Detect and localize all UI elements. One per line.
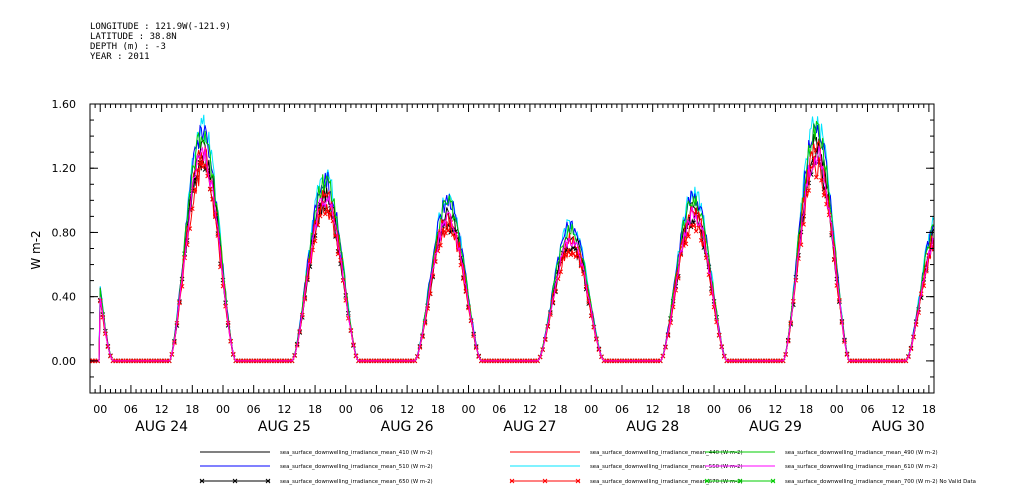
legend-marker — [509, 478, 515, 484]
x-tick-label: 00 — [462, 403, 476, 416]
x-tick-label: 00 — [830, 403, 844, 416]
legend-label: sea_surface_downwelling_irradiance_mean_… — [785, 464, 938, 470]
series-marker — [207, 186, 213, 192]
metadata-header: LONGITUDE : 121.9W(-121.9) LATITUDE : 38… — [90, 22, 231, 62]
x-tick-label: 18 — [185, 403, 199, 416]
y-tick-label: 0.80 — [52, 226, 77, 239]
legend-label: sea_surface_downwelling_irradiance_mean_… — [785, 479, 976, 485]
series-marker — [197, 160, 203, 166]
year-label: YEAR : 2011 — [90, 52, 150, 62]
x-tick-label: 00 — [93, 403, 107, 416]
series-line — [90, 114, 934, 362]
y-tick-label: 0.00 — [52, 355, 77, 368]
legend-marker — [575, 478, 581, 484]
x-tick-label: 06 — [738, 403, 752, 416]
legend: sea_surface_downwelling_irradiance_mean_… — [199, 450, 976, 485]
legend-marker — [199, 478, 205, 484]
legend-label: sea_surface_downwelling_irradiance_mean_… — [280, 464, 433, 470]
x-tick-label: 00 — [216, 403, 230, 416]
series-marker — [317, 213, 323, 219]
legend-marker — [737, 478, 743, 484]
series-line — [90, 139, 934, 362]
x-day-label: AUG 29 — [749, 419, 802, 435]
series-marker — [565, 247, 571, 253]
y-tick-label: 1.20 — [52, 162, 77, 175]
x-tick-label: 00 — [584, 403, 598, 416]
plot-border — [89, 103, 935, 394]
series-marker — [568, 252, 574, 258]
plot-frame — [89, 103, 935, 394]
legend-marker — [770, 478, 776, 484]
series-marker — [806, 188, 812, 193]
x-day-label: AUG 28 — [626, 419, 679, 435]
series-marker — [438, 242, 443, 248]
series-marker — [826, 212, 832, 218]
depth-label: DEPTH (m) : -3 — [90, 42, 166, 52]
x-tick-label: 12 — [646, 403, 660, 416]
x-tick-label: 12 — [155, 403, 169, 416]
x-tick-label: 00 — [339, 403, 353, 416]
longitude-label: LONGITUDE : 121.9W(-121.9) — [90, 22, 231, 32]
series-marker — [192, 186, 198, 192]
legend-label: sea_surface_downwelling_irradiance_mean_… — [590, 450, 743, 456]
legend-label: sea_surface_downwelling_irradiance_mean_… — [590, 479, 743, 485]
x-tick-label: 12 — [277, 403, 291, 416]
x-tick-label: 18 — [676, 403, 690, 416]
x-day-label: AUG 27 — [503, 419, 556, 435]
x-day-label: AUG 30 — [872, 419, 925, 435]
latitude-label: LATITUDE : 38.8N — [90, 32, 177, 42]
series-line — [90, 145, 934, 362]
legend-marker — [704, 478, 710, 484]
legend-label: sea_surface_downwelling_irradiance_mean_… — [280, 479, 433, 485]
series-marker — [686, 234, 691, 239]
legend-label: sea_surface_downwelling_irradiance_mean_… — [785, 450, 938, 456]
series-marker — [189, 206, 195, 212]
legend-marker — [265, 478, 271, 484]
series-line — [90, 120, 934, 362]
series-marker — [693, 228, 699, 234]
series-marker — [312, 238, 318, 244]
series-marker — [821, 192, 827, 198]
x-tick-label: 18 — [554, 403, 568, 416]
series-marker — [819, 177, 824, 183]
y-tick-label: 1.60 — [52, 98, 77, 111]
y-tick-label: 0.40 — [52, 291, 77, 304]
legend-marker — [232, 478, 238, 484]
legend-marker — [542, 478, 548, 484]
x-tick-label: 06 — [861, 403, 875, 416]
x-tick-label: 06 — [247, 403, 261, 416]
plot-lines — [90, 114, 934, 364]
x-tick-label: 18 — [922, 403, 936, 416]
series-marker — [328, 211, 333, 216]
series-marker — [681, 243, 686, 248]
series-marker — [691, 223, 696, 229]
x-tick-label: 12 — [891, 403, 905, 416]
x-tick-label: 12 — [400, 403, 414, 416]
legend-label: sea_surface_downwelling_irradiance_mean_… — [280, 450, 433, 456]
x-day-label: AUG 25 — [258, 419, 311, 435]
y-axis: 0.00 0.40 0.80 1.20 1.60 — [52, 98, 934, 394]
x-tick-label: 00 — [707, 403, 721, 416]
x-day-label: AUG 24 — [135, 419, 188, 435]
x-tick-label: 12 — [768, 403, 782, 416]
x-tick-label: 18 — [308, 403, 322, 416]
x-tick-label: 18 — [799, 403, 813, 416]
x-tick-label: 12 — [523, 403, 537, 416]
x-day-label: AUG 26 — [381, 419, 434, 435]
x-tick-label: 06 — [492, 403, 506, 416]
series-marker — [683, 241, 689, 247]
x-axis: 00 06 12 18 00 06 12 18 00 06 12 18 00 06 12 18 00 06 12 18… — [89, 104, 936, 435]
x-tick-label: 06 — [615, 403, 629, 416]
x-tick-label: 06 — [124, 403, 138, 416]
y-axis-label: W m-2 — [29, 230, 43, 269]
series-marker — [813, 174, 819, 180]
legend-label: sea_surface_downwelling_irradiance_mean_… — [590, 464, 743, 470]
x-tick-label: 06 — [369, 403, 383, 416]
series-marker — [445, 228, 451, 234]
x-tick-label: 18 — [431, 403, 445, 416]
